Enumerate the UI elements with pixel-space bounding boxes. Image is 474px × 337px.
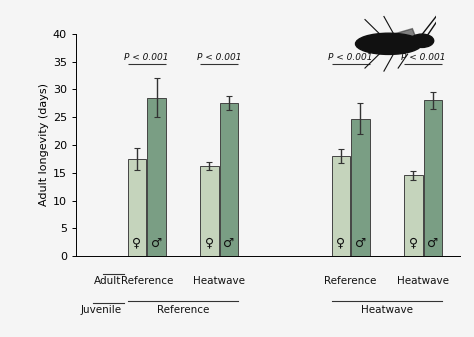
Bar (128, 159, 146, 256)
Text: Juvenile: Juvenile (81, 305, 122, 315)
Ellipse shape (410, 34, 434, 48)
Text: Adult: Adult (94, 276, 122, 285)
Bar (200, 166, 219, 256)
Y-axis label: Adult longevity (days): Adult longevity (days) (38, 84, 48, 206)
Text: ♀: ♀ (132, 237, 141, 249)
Text: ♀: ♀ (336, 237, 346, 249)
Bar (351, 119, 370, 256)
Text: Heatwave: Heatwave (193, 276, 245, 285)
Text: ♂: ♂ (223, 237, 235, 249)
Text: Reference: Reference (325, 276, 377, 285)
Polygon shape (360, 29, 417, 50)
Bar (220, 103, 238, 256)
Text: P < 0.001: P < 0.001 (328, 53, 373, 61)
Text: ♂: ♂ (151, 237, 162, 249)
Text: P < 0.001: P < 0.001 (125, 53, 169, 61)
Ellipse shape (356, 33, 422, 54)
Text: ♀: ♀ (205, 237, 214, 249)
Bar (331, 156, 350, 256)
Bar (424, 100, 442, 256)
Text: P < 0.001: P < 0.001 (197, 53, 242, 61)
Bar (147, 98, 166, 256)
Text: ♀: ♀ (409, 237, 418, 249)
Text: Heatwave: Heatwave (361, 305, 413, 315)
Text: Reference: Reference (157, 305, 209, 315)
Text: ♂: ♂ (428, 237, 438, 249)
Text: Reference: Reference (120, 276, 173, 285)
Text: Heatwave: Heatwave (397, 276, 449, 285)
Text: P < 0.001: P < 0.001 (401, 53, 446, 61)
Bar (404, 176, 423, 256)
Text: ♂: ♂ (355, 237, 366, 249)
